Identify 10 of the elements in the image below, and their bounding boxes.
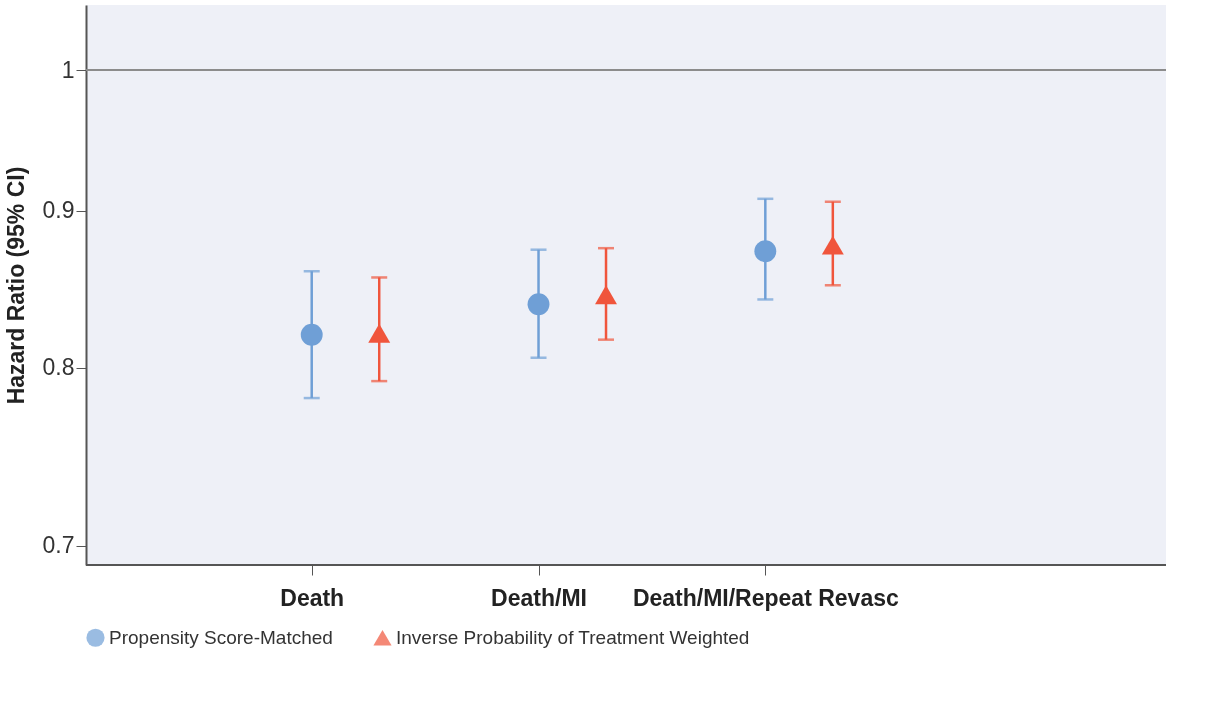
legend-label: Propensity Score-Matched bbox=[109, 626, 333, 648]
y-axis-title: Hazard Ratio (95% CI) bbox=[2, 166, 29, 405]
x-tick-label: Death/MI/Repeat Revasc bbox=[632, 584, 899, 611]
y-tick-label: 0.7 bbox=[42, 532, 75, 559]
x-tick-label: Death bbox=[280, 584, 345, 611]
y-tick-label: 0.9 bbox=[42, 197, 75, 224]
x-tick-label: Death/MI bbox=[491, 584, 587, 611]
y-tick-label: 1 bbox=[61, 56, 75, 83]
y-tick-label: 0.8 bbox=[42, 354, 75, 381]
legend-label: Inverse Probability of Treatment Weighted bbox=[396, 626, 750, 648]
